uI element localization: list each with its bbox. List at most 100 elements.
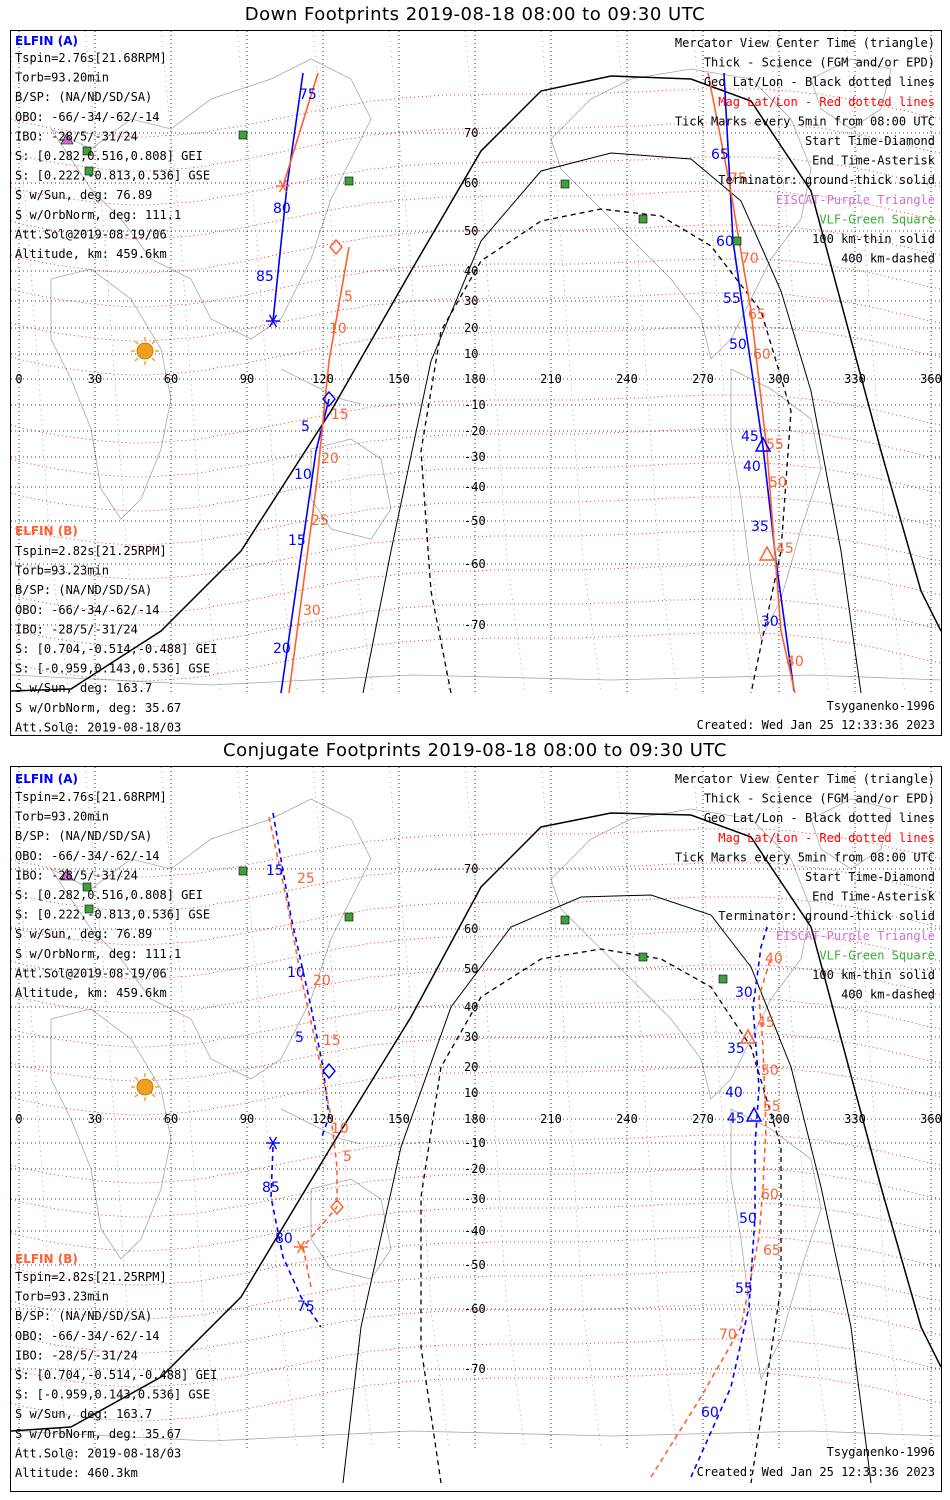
elfin-a-track	[272, 812, 330, 1140]
elfin-b-header: ELFIN (B)	[15, 1252, 78, 1266]
legend-entry: End Time-Asterisk	[812, 890, 936, 904]
longitude-label: 120	[312, 372, 334, 386]
elfin-a-stat-line: S w/OrbNorm, deg: 111.1	[15, 208, 181, 222]
elfin-a-tick-label: 55	[735, 1281, 753, 1297]
mag-latitude-line	[11, 1066, 941, 1116]
latitude-label: 70	[464, 126, 478, 140]
elfin-b-stat-line: B/SP: (NA/ND/SD/SA)	[15, 1309, 152, 1323]
elfin-a-tick-labels: 15 10 5 85 80 75 30 35 40 45 50 55 60	[262, 863, 757, 1421]
latitude-label: 10	[464, 347, 478, 361]
mag-latitude-line	[11, 1338, 941, 1388]
elfin-a-tick-label: 85	[256, 269, 274, 285]
elfin-b-start-diamond	[330, 1198, 344, 1216]
elfin-b-tick-label: 20	[321, 451, 339, 467]
elfin-a-end-asterisk-stroke	[268, 314, 278, 328]
terminator-curves	[11, 75, 941, 694]
mag-longitude-line	[11, 784, 70, 1450]
elfin-a-tick-label: 85	[262, 1180, 280, 1196]
elfin-b-tick-label: 55	[766, 437, 784, 453]
latitude-label: 40	[464, 1000, 478, 1014]
latitude-label: -70	[464, 618, 486, 632]
elfin-b-track	[288, 246, 350, 694]
longitude-label: 90	[240, 372, 254, 386]
elfin-b-track	[707, 72, 796, 694]
longitude-label: 210	[540, 1112, 562, 1126]
elfin-a-stat-line: Torb=93.20min	[15, 71, 109, 85]
latitude-label: -10	[464, 1136, 486, 1150]
elfin-a-tick-label: 65	[711, 147, 729, 163]
longitude-label: 180	[464, 372, 486, 386]
latitude-label: 50	[464, 224, 478, 238]
elfin-b-stat-line: S: [0.704,-0.514,-0.488] GEI	[15, 1368, 217, 1382]
mag-longitude-line	[160, 31, 222, 694]
conjugate-footprints-map: 0 30 60 90 120 150 180 210 240 270 300 330 360 70605…	[11, 767, 941, 1484]
elfin-b-stat-line: Tspin=2.82s[21.25RPM]	[15, 544, 167, 558]
longitude-label: 150	[388, 372, 410, 386]
elfin-a-stat-line: S: [0.282,0.516,0.808] GEI	[15, 888, 203, 902]
mag-longitude-line	[312, 31, 374, 694]
legend-entry: End Time-Asterisk	[812, 154, 936, 168]
elfin-b-stats: Tspin=2.82s[21.25RPM] Torb=93.23min B/SP: …	[15, 1270, 217, 1480]
latitude-label: 20	[464, 1060, 478, 1074]
longitude-label: 300	[768, 372, 790, 386]
mag-latitude-line	[11, 326, 941, 376]
continent-outline	[810, 58, 892, 130]
sun-ray	[134, 357, 139, 362]
elfin-b-stat-line: S w/OrbNorm, deg: 35.67	[15, 701, 181, 715]
latitude-label: -40	[464, 480, 486, 494]
panel-1-plot: 0 30 60 90 120 150 180 210 240 270 300 330 360 70 60 5…	[10, 30, 942, 736]
legend: Mercator View Center Time (triangle) Thic…	[675, 772, 936, 1002]
elfin-b-tick-label: 65	[763, 1243, 781, 1259]
eiscat-triangle	[60, 132, 74, 145]
elfin-b-end-asterisk-stroke	[296, 1240, 306, 1254]
elfin-b-center-triangle	[758, 545, 776, 561]
latitude-label: -20	[464, 1162, 486, 1176]
longitude-label: 330	[844, 1112, 866, 1126]
mag-latitude-line	[11, 1236, 941, 1286]
legend-entry: Tick Marks every 5min from 08:00 UTC	[675, 850, 935, 864]
elfin-b-stat-line: OBO: -66/-34/-62/-14	[15, 1329, 160, 1343]
longitude-label: 360	[920, 1112, 941, 1126]
mag-longitude-line	[540, 31, 602, 694]
elfin-a-stat-line: Att.Sol@2019-08-19/06	[15, 227, 167, 241]
legend-entry: Thick - Science (FGM and/or EPD)	[704, 56, 935, 70]
mag-latitude-line	[11, 828, 941, 878]
latitude-label: 10	[464, 1086, 478, 1100]
panel-2-title: Conjugate Footprints 2019-08-18 08:00 to…	[223, 740, 727, 761]
elfin-a-stats: Tspin=2.76s[21.68RPM] Torb=93.20min B/SP: …	[15, 51, 210, 261]
mag-latitude-line	[11, 862, 941, 912]
mag-latitude-line	[11, 88, 941, 138]
elfin-b-track	[302, 1206, 338, 1288]
legend-entry: Mercator View Center Time (triangle)	[675, 772, 935, 786]
elfin-a-track	[280, 398, 330, 694]
elfin-a-tick-label: 10	[294, 467, 312, 483]
longitude-label: 240	[616, 1112, 638, 1126]
elfin-b-tick-label: 45	[757, 1015, 775, 1031]
continent-outline	[50, 798, 372, 1080]
elfin-a-stat-line: S: [0.222,-0.813,0.536] GSE	[15, 169, 210, 183]
elfin-b-tick-label: 60	[753, 347, 771, 363]
legend-entry: Start Time-Diamond	[805, 134, 935, 148]
elfin-b-stat-line: Att.Sol@: 2019-08-18/03	[15, 720, 181, 734]
continent-outline	[11, 1430, 941, 1442]
continent-outline	[280, 1108, 362, 1145]
terminator-curve	[11, 812, 941, 1432]
elfin-b-track	[650, 956, 772, 1478]
elfin-a-stat-line: Att.Sol@2019-08-19/06	[15, 966, 167, 980]
elfin-b-tick-label: 50	[769, 475, 787, 491]
legend-entry: Mag Lat/Lon - Red dotted lines	[718, 831, 935, 845]
elfin-a-tick-labels: 75 80 85 5 10 15 20 65 60 55 50 45 40 35 30	[256, 87, 779, 657]
longitude-labels: 0 30 60 90 120 150 180 210 240 270 300 330 360	[15, 1112, 941, 1126]
elfin-b-stat-line: Tspin=2.82s[21.25RPM]	[15, 1270, 167, 1284]
vlf-station-square	[84, 166, 94, 176]
elfin-b-tick-label: 5	[343, 1149, 352, 1165]
mag-latitude-line	[11, 428, 941, 478]
longitude-label: 120	[312, 1112, 334, 1126]
mag-longitude-line	[312, 767, 374, 1450]
elfin-b-stat-line: S w/Sun, deg: 163.7	[15, 681, 152, 695]
elfin-b-stat-line: S: [0.704,-0.514,-0.488] GEI	[15, 642, 217, 656]
mag-latitude-line	[11, 1270, 941, 1320]
latitude-label: -50	[464, 1258, 486, 1272]
terminator-curve	[11, 75, 941, 692]
vlf-station-square	[238, 866, 248, 876]
